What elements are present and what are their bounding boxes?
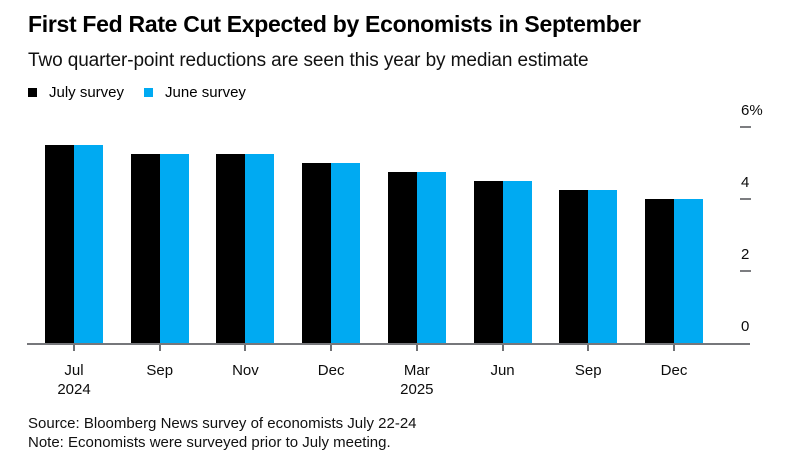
x-tick-dec-2025 <box>673 345 675 351</box>
x-label-dec-2024: Dec <box>317 362 345 379</box>
legend-swatch-june-survey <box>144 87 154 97</box>
legend-item-july-survey: July survey <box>28 84 124 101</box>
x-tick-sep-2025 <box>587 345 590 351</box>
x-tick-jun-2025 <box>501 345 504 351</box>
y-tick-4 <box>740 198 751 200</box>
x-tick-mar-2025 <box>415 345 418 351</box>
x-tick-jul-2024 <box>73 345 75 351</box>
legend: July survey June survey <box>28 83 246 101</box>
x-label-dec-2025: Dec <box>660 362 688 379</box>
bar-nov-2024-july-survey <box>216 154 246 343</box>
bar-dec-2025-july-survey <box>645 199 674 343</box>
bar-jun-2025-july-survey <box>473 181 503 343</box>
legend-item-june-survey: June survey <box>144 84 246 101</box>
x-label-jun-2025: Jun <box>490 362 515 379</box>
note-text: Note: Economists were surveyed prior to … <box>28 433 391 451</box>
y-tick-2 <box>740 270 751 272</box>
y-label-0: 0 <box>741 318 750 335</box>
chart-title: First Fed Rate Cut Expected by Economist… <box>28 11 641 37</box>
bar-sep-2025-july-survey <box>559 190 589 343</box>
x-tick-dec-2024 <box>330 345 333 351</box>
x-label-sep-2024: Sep <box>146 362 174 379</box>
bar-jul-2024-june-survey <box>74 145 103 343</box>
bar-mar-2025-july-survey <box>387 172 417 343</box>
legend-label-june-survey: June survey <box>165 83 246 101</box>
bar-dec-2024-july-survey <box>302 163 332 343</box>
bar-dec-2024-june-survey <box>331 163 361 343</box>
y-label-6: 6% <box>741 102 763 119</box>
legend-label-july-survey: July survey <box>49 83 125 101</box>
y-label-2: 2 <box>741 246 750 263</box>
bar-sep-2025-june-survey <box>588 190 618 343</box>
bar-mar-2025-june-survey <box>416 172 446 343</box>
x-tick-sep-2024 <box>158 345 161 351</box>
bar-jun-2025-june-survey <box>502 181 532 343</box>
bar-jul-2024-july-survey <box>45 145 74 343</box>
x-axis-line <box>27 343 750 345</box>
x-tick-nov-2024 <box>244 345 247 351</box>
footer: Source: Bloomberg News survey of economi… <box>28 415 417 452</box>
x-label-mar-2025: Mar 2025 <box>400 362 434 398</box>
bar-dec-2025-june-survey <box>674 199 703 343</box>
plot-area <box>0 100 789 343</box>
bar-nov-2024-june-survey <box>245 154 275 343</box>
chart-subtitle: Two quarter-point reductions are seen th… <box>28 50 589 71</box>
x-label-sep-2025: Sep <box>574 362 602 379</box>
x-label-nov-2024: Nov <box>232 362 259 379</box>
bar-sep-2024-june-survey <box>159 154 189 343</box>
legend-swatch-july-survey <box>28 87 37 97</box>
y-label-4: 4 <box>741 174 750 191</box>
bar-sep-2024-july-survey <box>130 154 160 343</box>
y-tick-6 <box>740 126 751 128</box>
source-text: Source: Bloomberg News survey of economi… <box>28 415 417 432</box>
x-label-jul-2024: Jul 2024 <box>57 362 91 398</box>
